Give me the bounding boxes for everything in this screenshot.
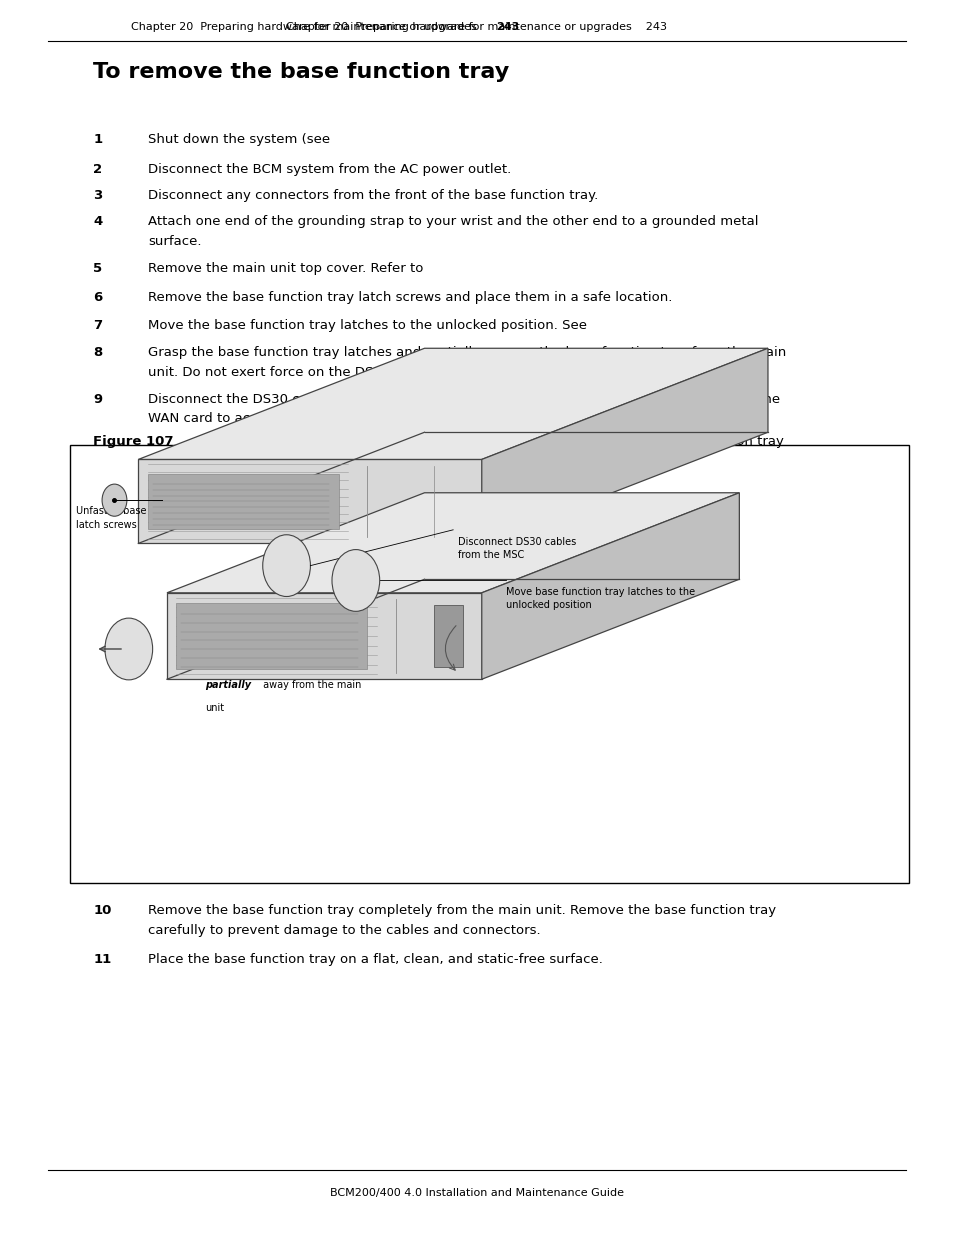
Text: unit: unit <box>205 703 224 713</box>
Circle shape <box>102 484 127 516</box>
Text: Chapter 20  Preparing hardware for maintenance or upgrades: Chapter 20 Preparing hardware for mainte… <box>132 22 476 32</box>
Bar <box>176 603 367 669</box>
Text: Remove the base function tray latch screws and place them in a safe location.: Remove the base function tray latch scre… <box>148 291 672 305</box>
Bar <box>70 445 908 883</box>
Text: 8: 8 <box>93 346 103 359</box>
Polygon shape <box>167 493 739 593</box>
Circle shape <box>332 550 379 611</box>
Polygon shape <box>481 348 767 543</box>
Polygon shape <box>481 493 739 679</box>
Text: Disconnect DS30 cables
from the MSC: Disconnect DS30 cables from the MSC <box>457 537 576 561</box>
Text: away from the main: away from the main <box>260 680 361 690</box>
Text: unit. Do not exert force on the DS30 cables or connectors.: unit. Do not exert force on the DS30 cab… <box>148 366 537 379</box>
Polygon shape <box>167 593 481 679</box>
Text: Unfasten base function tray
latch screws: Unfasten base function tray latch screws <box>76 506 213 530</box>
Text: 6: 6 <box>93 291 103 305</box>
Circle shape <box>262 535 310 597</box>
Text: Place the base function tray on a flat, clean, and static-free surface.: Place the base function tray on a flat, … <box>148 953 602 967</box>
Text: Disconnect the BCM system from the AC power outlet.: Disconnect the BCM system from the AC po… <box>148 163 511 177</box>
Text: Slide base function tray: Slide base function tray <box>205 658 321 668</box>
Text: Figure 107: Figure 107 <box>93 435 173 448</box>
Polygon shape <box>138 459 481 543</box>
Text: Grasp the base function tray latches and partially remove the base function tray: Grasp the base function tray latches and… <box>148 346 785 359</box>
Text: Disconnect the DS30 cable connectors from the media services card. If necessary,: Disconnect the DS30 cable connectors fro… <box>148 393 780 406</box>
Text: 4: 4 <box>93 215 103 228</box>
Text: 9: 9 <box>93 393 103 406</box>
Polygon shape <box>138 348 767 459</box>
Text: 11: 11 <box>93 953 112 967</box>
Text: partially: partially <box>205 680 251 690</box>
Text: 5: 5 <box>93 262 103 275</box>
Text: surface.: surface. <box>148 235 201 248</box>
Text: 2: 2 <box>93 163 103 177</box>
Text: WAN card to access the DS30 cables, see: WAN card to access the DS30 cables, see <box>148 412 428 426</box>
Text: Disconnect any connectors from the front of the base function tray.: Disconnect any connectors from the front… <box>148 189 598 203</box>
Text: To remove the base function tray: To remove the base function tray <box>93 62 509 82</box>
Text: Shut down the system (see: Shut down the system (see <box>148 133 334 147</box>
Bar <box>148 474 338 529</box>
Text: 243: 243 <box>496 22 518 32</box>
Text: Remove the base function tray: Remove the base function tray <box>564 435 782 448</box>
Circle shape <box>105 618 152 679</box>
Text: 3: 3 <box>93 189 103 203</box>
Bar <box>434 605 462 667</box>
Text: Attach one end of the grounding strap to your wrist and the other end to a groun: Attach one end of the grounding strap to… <box>148 215 758 228</box>
Text: Remove the base function tray completely from the main unit. Remove the base fun: Remove the base function tray completely… <box>148 904 775 918</box>
Text: carefully to prevent damage to the cables and connectors.: carefully to prevent damage to the cable… <box>148 924 540 937</box>
Text: Move base function tray latches to the
unlocked position: Move base function tray latches to the u… <box>505 587 694 610</box>
Text: BCM200/400 4.0 Installation and Maintenance Guide: BCM200/400 4.0 Installation and Maintena… <box>330 1188 623 1198</box>
Text: Remove the main unit top cover. Refer to: Remove the main unit top cover. Refer to <box>148 262 427 275</box>
Text: Chapter 20  Preparing hardware for maintenance or upgrades    243: Chapter 20 Preparing hardware for mainte… <box>286 22 667 32</box>
Text: 7: 7 <box>93 319 103 332</box>
Text: 1: 1 <box>93 133 103 147</box>
Text: Move the base function tray latches to the unlocked position. See: Move the base function tray latches to t… <box>148 319 591 332</box>
Text: 10: 10 <box>93 904 112 918</box>
